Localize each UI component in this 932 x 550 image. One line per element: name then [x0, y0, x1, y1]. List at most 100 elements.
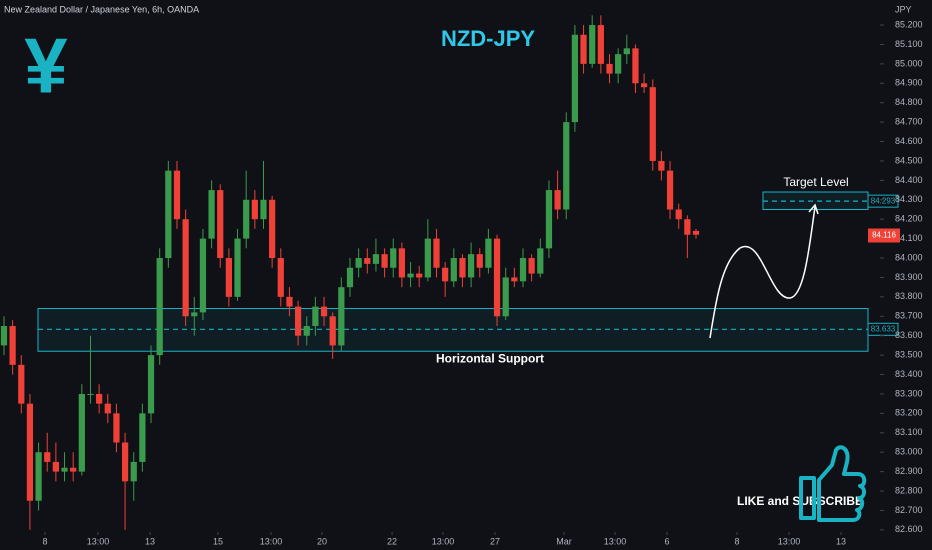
candle-body	[502, 277, 509, 317]
candle-body	[554, 190, 561, 210]
candle-body	[61, 467, 68, 472]
y-tick-label: 83.300	[895, 388, 923, 398]
candle-body	[243, 199, 250, 239]
plot-area: Horizontal Support Target Level	[0, 15, 880, 530]
candle-body	[338, 287, 345, 346]
y-tick-label: 83.800	[895, 291, 923, 301]
x-tick-label: 13:00	[260, 536, 283, 546]
candle-body	[407, 273, 414, 278]
thumbs-up-icon	[799, 445, 867, 522]
y-tick-label: 82.700	[895, 505, 923, 515]
candle-body	[52, 461, 59, 472]
candle-body	[459, 258, 466, 278]
y-tick-label: 85.200	[895, 19, 923, 29]
target-price-tag	[867, 194, 899, 208]
candle-body	[519, 258, 527, 282]
candle-body	[165, 170, 172, 259]
candle-body	[139, 413, 146, 462]
y-tick-label: 82.900	[895, 466, 923, 476]
y-tick-label: 83.600	[895, 330, 923, 340]
candle-body	[381, 254, 388, 268]
candle-body	[372, 254, 380, 264]
y-tick-label: 83.200	[895, 408, 923, 418]
candle-body	[173, 170, 181, 220]
y-tick-label: 84.100	[895, 233, 923, 243]
candle-body	[615, 54, 622, 74]
candle-body	[563, 122, 570, 210]
x-tick-label: 27	[490, 536, 500, 546]
x-tick-label: 13	[836, 536, 846, 546]
candle-body	[684, 219, 691, 235]
candle-body	[640, 83, 648, 88]
candle-body	[606, 63, 613, 74]
x-tick-label: 22	[387, 536, 397, 546]
candle-body	[355, 258, 362, 268]
candle-body	[182, 219, 189, 317]
x-tick-label: 8	[735, 536, 740, 546]
x-tick-label: 13:00	[604, 536, 627, 546]
candle-body	[9, 325, 16, 365]
candle-body	[597, 25, 604, 64]
candle-body	[121, 442, 129, 482]
target-label: Target Level	[783, 175, 848, 189]
candle-body	[485, 238, 492, 268]
y-tick-label: 84.000	[895, 252, 923, 262]
y-tick-label: 83.100	[895, 427, 923, 437]
thumb-cuff	[799, 476, 816, 520]
candle-body	[234, 238, 241, 297]
current-price-label: 84.116	[872, 231, 896, 240]
candle-body	[0, 325, 8, 346]
candle-body	[303, 325, 310, 336]
candle-body	[269, 199, 276, 259]
y-tick-label: 84.700	[895, 117, 923, 127]
thumb-hand	[817, 445, 867, 522]
candle-body	[104, 403, 111, 414]
candle-body	[623, 48, 630, 55]
candle-body	[658, 160, 665, 171]
current-price-tag	[868, 228, 900, 243]
y-tick-label: 82.600	[895, 524, 923, 534]
candle-body	[580, 34, 587, 64]
candle-body	[286, 296, 293, 307]
candle-body	[277, 258, 284, 297]
candle-body	[346, 267, 354, 288]
candle-body	[96, 393, 103, 404]
y-tick-label: 83.900	[895, 272, 923, 282]
chart-title: NZD-JPY	[441, 26, 535, 51]
candle-body	[528, 258, 535, 274]
x-tick-label: 13:00	[432, 536, 455, 546]
y-tick-label: 82.800	[895, 485, 923, 495]
candle-body	[260, 199, 267, 220]
candle-body	[78, 393, 85, 472]
candle-body	[476, 254, 483, 268]
candle-body	[632, 48, 639, 84]
x-tick-label: 20	[317, 536, 327, 546]
y-tick-label: 84.200	[895, 214, 923, 224]
x-tick-label: 13	[145, 536, 155, 546]
candle-body	[294, 306, 302, 336]
projection-curve	[709, 206, 816, 339]
y-tick-label: 85.100	[895, 39, 923, 49]
candle-body	[589, 25, 596, 64]
y-tick-label: 84.900	[895, 78, 923, 88]
x-tick-label: 6	[665, 536, 670, 546]
candle-body	[156, 258, 163, 356]
y-axis-unit: JPY	[895, 4, 912, 14]
symbol-header: New Zealand Dollar / Japanese Yen, 6h, O…	[4, 4, 199, 14]
candle-body	[511, 277, 518, 282]
y-tick-label: 83.500	[895, 349, 923, 359]
x-tick-label: 8	[42, 536, 47, 546]
candle-body	[130, 461, 137, 482]
candle-body	[18, 364, 25, 404]
y-tick-label: 84.500	[895, 155, 923, 165]
candle-body	[450, 258, 457, 282]
candle-body	[26, 403, 34, 501]
x-tick-label: 13:00	[87, 536, 110, 546]
candle-body	[493, 238, 501, 317]
candle-body	[44, 452, 51, 462]
candle-body	[217, 190, 224, 259]
candle-body	[666, 170, 674, 210]
